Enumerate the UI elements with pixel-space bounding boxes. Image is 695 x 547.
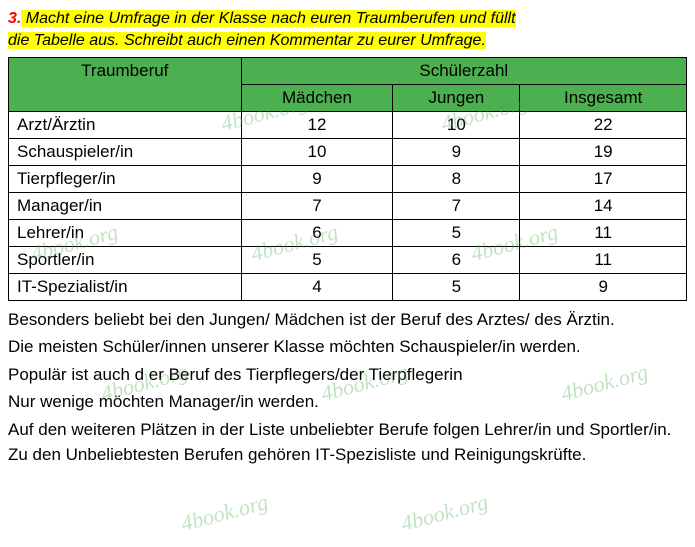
subheader-insgesamt: Insgesamt	[520, 84, 687, 111]
watermark-text: 4book.org	[398, 489, 491, 537]
cell-boys: 5	[393, 219, 520, 246]
cell-girls: 9	[241, 165, 393, 192]
cell-total: 11	[520, 246, 687, 273]
commentary-block: Besonders beliebt bei den Jungen/ Mädche…	[8, 307, 687, 468]
cell-job: Arzt/Ärztin	[9, 111, 242, 138]
cell-girls: 6	[241, 219, 393, 246]
table-row: Schauspieler/in 10 9 19	[9, 138, 687, 165]
cell-total: 22	[520, 111, 687, 138]
cell-girls: 12	[241, 111, 393, 138]
instruction-text-line2: die Tabelle aus. Schreibt auch einen Kom…	[8, 32, 486, 49]
cell-job: Tierpfleger/in	[9, 165, 242, 192]
exercise-number: 3.	[8, 10, 21, 27]
cell-total: 14	[520, 192, 687, 219]
instruction-text-line1: Macht eine Umfrage in der Klasse nach eu…	[21, 10, 515, 27]
cell-girls: 5	[241, 246, 393, 273]
cell-boys: 6	[393, 246, 520, 273]
cell-boys: 9	[393, 138, 520, 165]
commentary-p2: Die meisten Schüler/innen unserer Klasse…	[8, 334, 687, 360]
cell-girls: 7	[241, 192, 393, 219]
cell-total: 9	[520, 273, 687, 300]
cell-total: 19	[520, 138, 687, 165]
cell-boys: 10	[393, 111, 520, 138]
subheader-maedchen: Mädchen	[241, 84, 393, 111]
cell-boys: 5	[393, 273, 520, 300]
subheader-jungen: Jungen	[393, 84, 520, 111]
header-traumberuf: Traumberuf	[9, 57, 242, 111]
table-row: Tierpfleger/in 9 8 17	[9, 165, 687, 192]
cell-total: 17	[520, 165, 687, 192]
table-row: Sportler/in 5 6 11	[9, 246, 687, 273]
cell-boys: 7	[393, 192, 520, 219]
cell-girls: 4	[241, 273, 393, 300]
cell-job: IT-Spezialist/in	[9, 273, 242, 300]
commentary-p1: Besonders beliebt bei den Jungen/ Mädche…	[8, 307, 687, 333]
survey-table: Traumberuf Schülerzahl Mädchen Jungen In…	[8, 57, 687, 301]
cell-job: Manager/in	[9, 192, 242, 219]
commentary-p5: Auf den weiteren Plätzen in der Liste un…	[8, 417, 687, 468]
table-row: Lehrer/in 6 5 11	[9, 219, 687, 246]
header-schuelerzahl: Schülerzahl	[241, 57, 686, 84]
table-row: Manager/in 7 7 14	[9, 192, 687, 219]
table-header-row1: Traumberuf Schülerzahl	[9, 57, 687, 84]
table-row: IT-Spezialist/in 4 5 9	[9, 273, 687, 300]
cell-boys: 8	[393, 165, 520, 192]
cell-job: Lehrer/in	[9, 219, 242, 246]
watermark-text: 4book.org	[178, 489, 271, 537]
commentary-p3: Populär ist auch d er Beruf des Tierpfle…	[8, 362, 687, 388]
table-row: Arzt/Ärztin 12 10 22	[9, 111, 687, 138]
cell-girls: 10	[241, 138, 393, 165]
cell-total: 11	[520, 219, 687, 246]
commentary-p4: Nur wenige möchten Manager/in werden.	[8, 389, 687, 415]
cell-job: Sportler/in	[9, 246, 242, 273]
cell-job: Schauspieler/in	[9, 138, 242, 165]
exercise-instruction: 3. Macht eine Umfrage in der Klasse nach…	[8, 8, 687, 53]
